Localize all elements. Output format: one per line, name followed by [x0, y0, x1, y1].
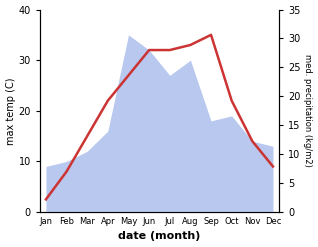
X-axis label: date (month): date (month): [118, 231, 201, 242]
Y-axis label: max temp (C): max temp (C): [5, 77, 16, 144]
Y-axis label: med. precipitation (kg/m2): med. precipitation (kg/m2): [303, 54, 313, 167]
